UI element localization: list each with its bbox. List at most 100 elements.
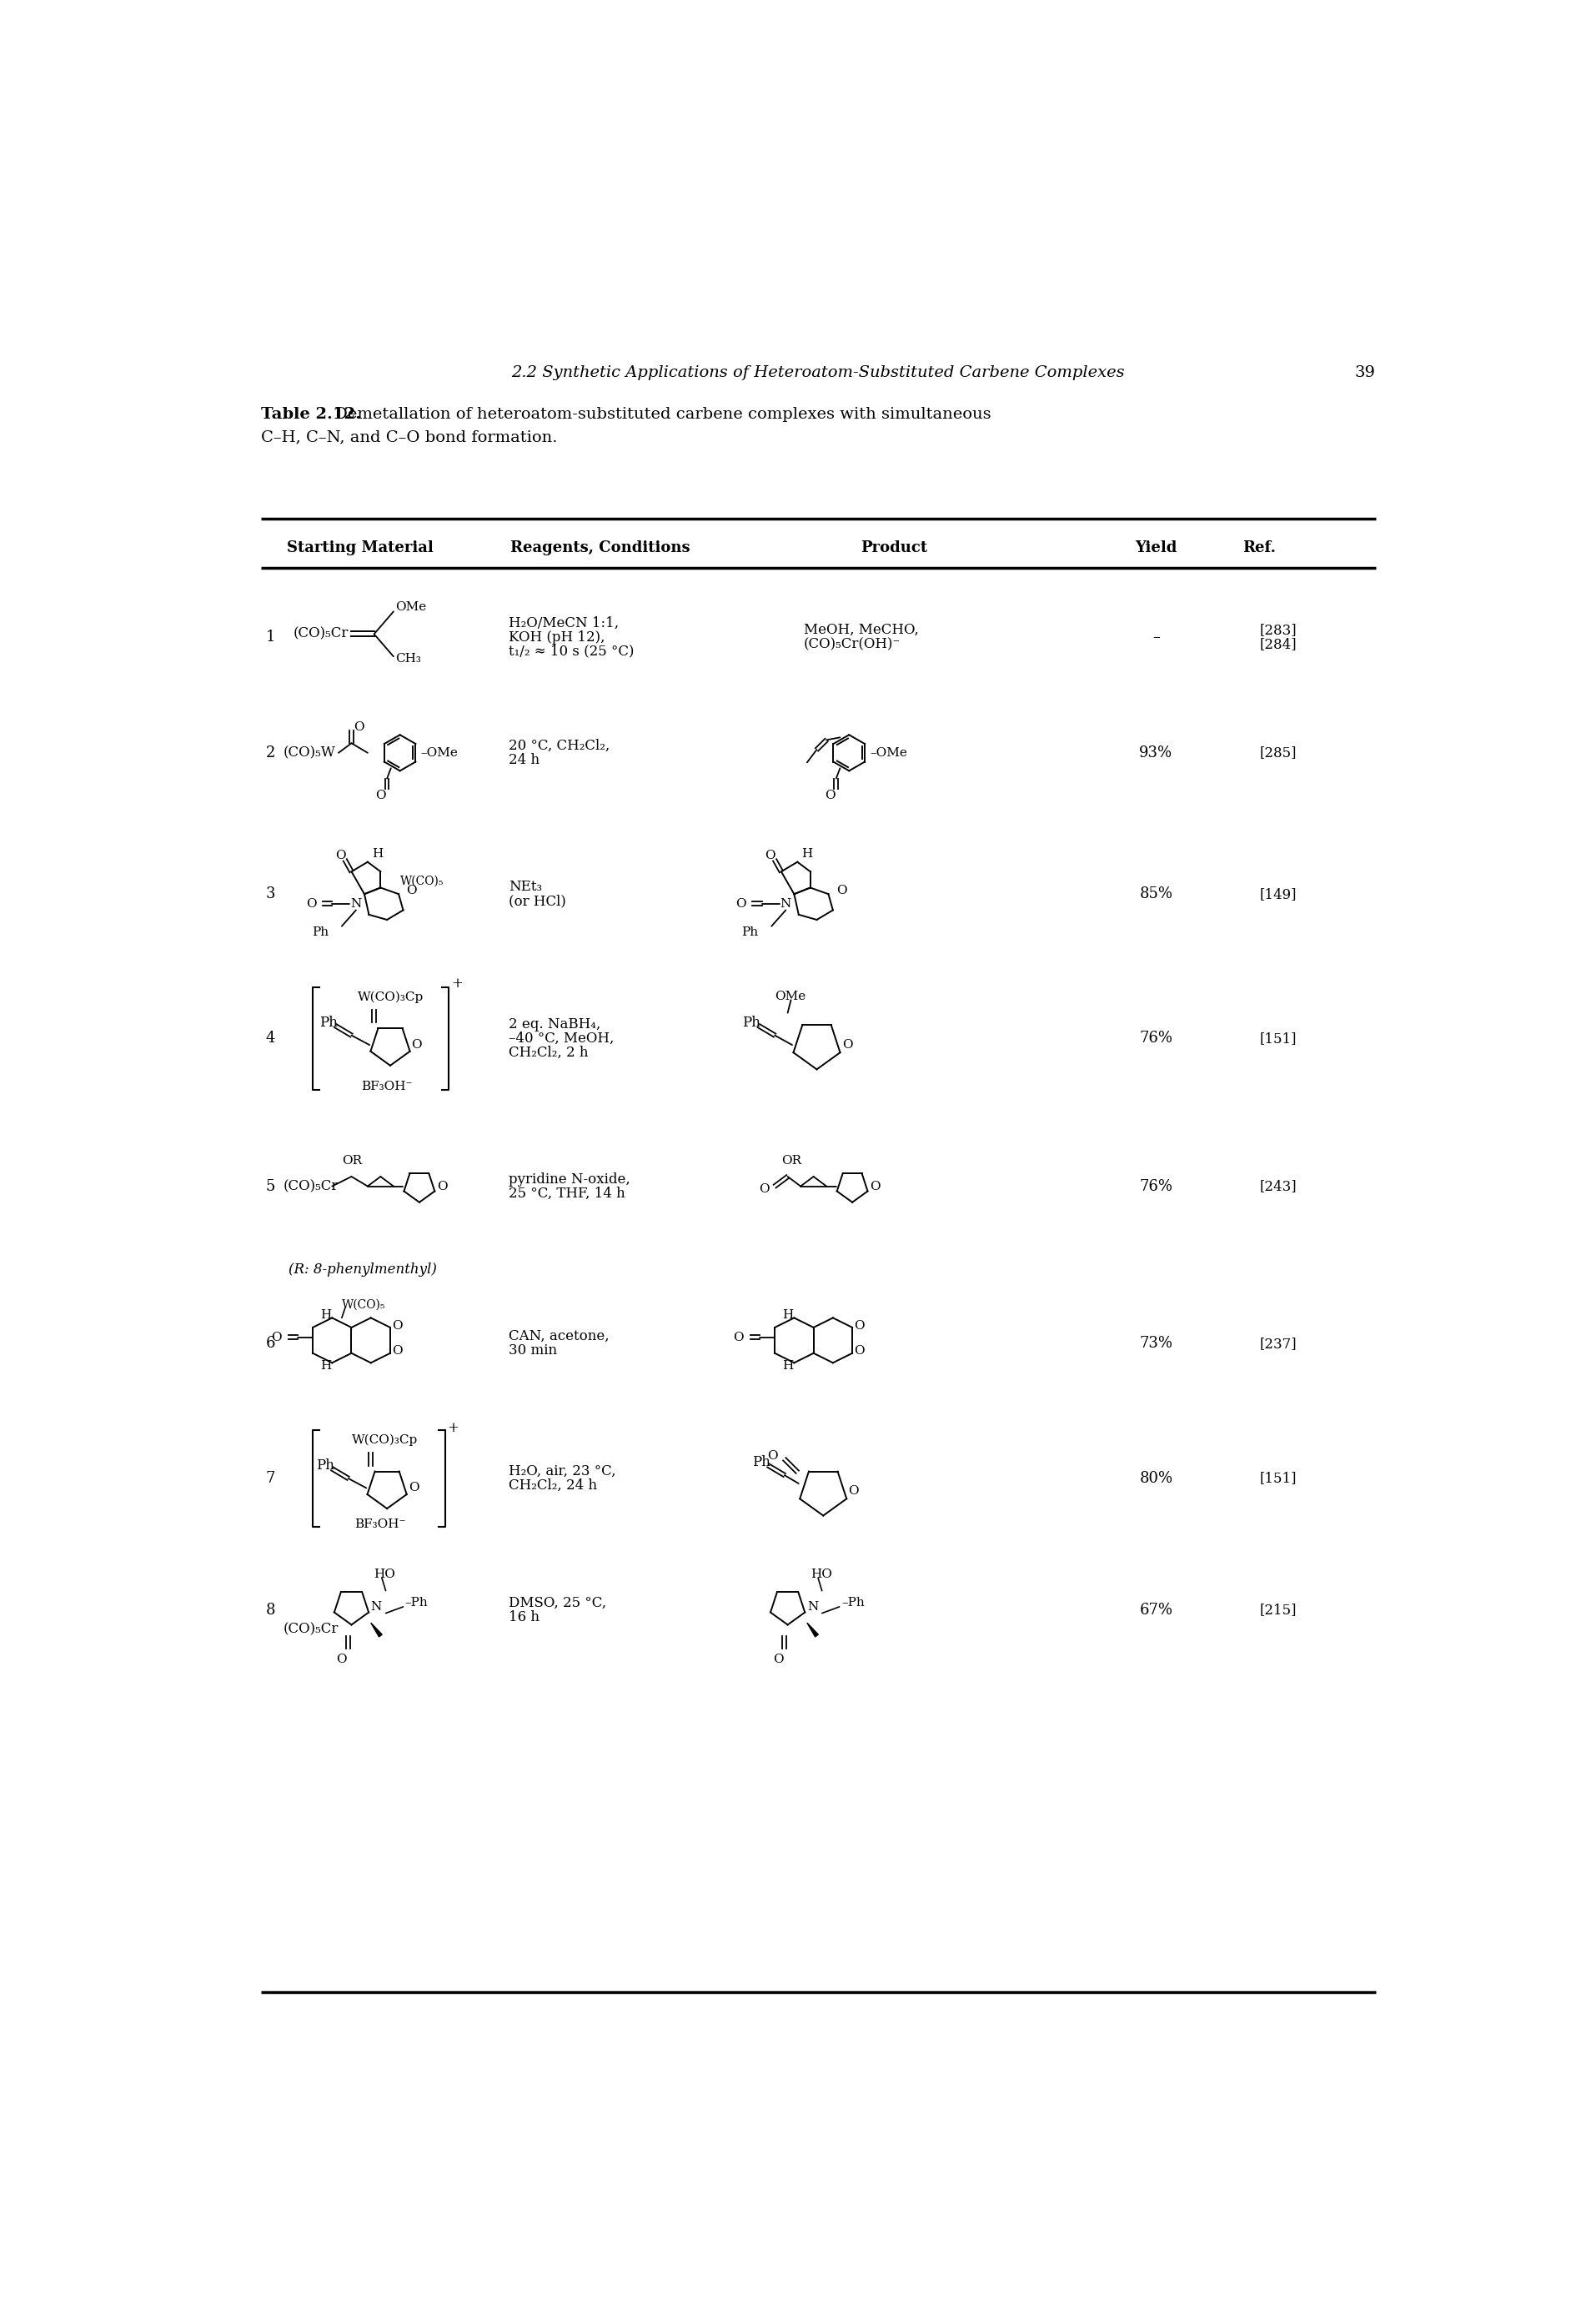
- Text: Demetallation of heteroatom-substituted carbene complexes with simultaneous: Demetallation of heteroatom-substituted …: [329, 407, 991, 421]
- Text: (R: 8-phenylmenthyl): (R: 8-phenylmenthyl): [289, 1263, 437, 1277]
- Text: HO: HO: [809, 1569, 832, 1580]
- Text: W(CO)₅: W(CO)₅: [342, 1298, 385, 1310]
- Text: Table 2.12.: Table 2.12.: [260, 407, 361, 421]
- Text: O: O: [337, 1655, 346, 1666]
- Text: Ph: Ph: [311, 928, 329, 939]
- Text: –40 °C, MeOH,: –40 °C, MeOH,: [508, 1032, 613, 1046]
- Text: H: H: [782, 1361, 793, 1372]
- Text: 20 °C, CH₂Cl₂,: 20 °C, CH₂Cl₂,: [508, 738, 610, 752]
- Text: [149]: [149]: [1259, 886, 1296, 900]
- Text: +: +: [452, 977, 463, 990]
- Text: Ph: Ph: [742, 928, 758, 939]
- Polygon shape: [806, 1622, 817, 1636]
- Text: O: O: [841, 1039, 852, 1051]
- Text: O: O: [306, 898, 316, 909]
- Text: [285]: [285]: [1259, 745, 1296, 759]
- Text: H: H: [319, 1310, 330, 1321]
- Text: 8: 8: [267, 1604, 276, 1617]
- Text: W(CO)₅: W(CO)₅: [399, 875, 444, 886]
- Text: N: N: [806, 1601, 817, 1613]
- Text: O: O: [437, 1180, 447, 1192]
- Text: O: O: [764, 849, 776, 861]
- Text: [283]: [283]: [1259, 622, 1296, 636]
- Text: Ph: Ph: [319, 1016, 337, 1030]
- Text: [284]: [284]: [1259, 636, 1296, 653]
- Text: O: O: [854, 1344, 865, 1356]
- Text: O: O: [772, 1655, 784, 1666]
- Text: CH₂Cl₂, 24 h: CH₂Cl₂, 24 h: [508, 1479, 597, 1493]
- Text: O: O: [393, 1319, 402, 1331]
- Text: HO: HO: [373, 1569, 396, 1580]
- Text: Ref.: Ref.: [1242, 541, 1275, 555]
- Text: CH₃: CH₃: [396, 653, 421, 664]
- Text: NEt₃: NEt₃: [508, 879, 541, 893]
- Text: 76%: 76%: [1140, 1032, 1171, 1046]
- Text: 67%: 67%: [1140, 1604, 1171, 1617]
- Text: H: H: [372, 849, 383, 861]
- Text: O: O: [412, 1039, 421, 1051]
- Text: W(CO)₃Cp: W(CO)₃Cp: [351, 1435, 417, 1446]
- Text: Starting Material: Starting Material: [286, 541, 433, 555]
- Text: H: H: [801, 849, 812, 861]
- Text: O: O: [353, 722, 364, 734]
- Text: Reagents, Conditions: Reagents, Conditions: [511, 541, 689, 555]
- Text: DMSO, 25 °C,: DMSO, 25 °C,: [508, 1597, 606, 1611]
- Text: O: O: [393, 1344, 402, 1356]
- Text: Yield: Yield: [1135, 541, 1176, 555]
- Text: O: O: [271, 1331, 281, 1342]
- Text: C–H, C–N, and C–O bond formation.: C–H, C–N, and C–O bond formation.: [260, 430, 557, 444]
- Text: O: O: [733, 1331, 744, 1342]
- Text: 2 eq. NaBH₄,: 2 eq. NaBH₄,: [508, 1018, 600, 1032]
- Text: (CO)₅W: (CO)₅W: [284, 745, 335, 759]
- Text: (CO)₅Cr: (CO)₅Cr: [284, 1622, 338, 1636]
- Text: (CO)₅Cr: (CO)₅Cr: [284, 1180, 338, 1194]
- Text: (or HCl): (or HCl): [508, 893, 565, 907]
- Text: –OMe: –OMe: [870, 747, 907, 759]
- Text: [151]: [151]: [1259, 1032, 1296, 1046]
- Text: pyridine N-oxide,: pyridine N-oxide,: [508, 1173, 630, 1187]
- Text: O: O: [335, 849, 346, 861]
- Text: Ph: Ph: [742, 1016, 760, 1030]
- Text: O: O: [375, 789, 386, 801]
- Text: OR: OR: [342, 1155, 362, 1166]
- Text: 6: 6: [267, 1335, 276, 1351]
- Text: Ph: Ph: [752, 1456, 769, 1469]
- Text: 7: 7: [267, 1472, 275, 1486]
- Text: (CO)₅Cr(OH)⁻: (CO)₅Cr(OH)⁻: [803, 636, 900, 653]
- Text: N: N: [370, 1601, 381, 1613]
- Text: 2.2 Synthetic Applications of Heteroatom-Substituted Carbene Complexes: 2.2 Synthetic Applications of Heteroatom…: [511, 366, 1124, 379]
- Text: 73%: 73%: [1140, 1335, 1171, 1351]
- Text: OMe: OMe: [774, 990, 806, 1002]
- Text: 4: 4: [267, 1032, 275, 1046]
- Text: 3: 3: [267, 886, 276, 902]
- Text: t₁/₂ ≈ 10 s (25 °C): t₁/₂ ≈ 10 s (25 °C): [508, 643, 634, 659]
- Text: [243]: [243]: [1259, 1180, 1296, 1194]
- Text: N: N: [350, 898, 361, 909]
- Text: O: O: [870, 1180, 879, 1192]
- Text: –Ph: –Ph: [841, 1597, 863, 1608]
- Text: CAN, acetone,: CAN, acetone,: [508, 1328, 608, 1344]
- Text: CH₂Cl₂, 2 h: CH₂Cl₂, 2 h: [508, 1046, 587, 1060]
- Text: Ph: Ph: [316, 1458, 334, 1472]
- Text: O: O: [758, 1182, 769, 1196]
- Text: BF₃OH⁻: BF₃OH⁻: [361, 1081, 412, 1092]
- Text: 39: 39: [1353, 366, 1376, 379]
- Text: OMe: OMe: [396, 602, 426, 613]
- Text: O: O: [736, 898, 745, 909]
- Text: H₂O/MeCN 1:1,: H₂O/MeCN 1:1,: [508, 616, 618, 629]
- Text: +: +: [447, 1421, 458, 1435]
- Text: N: N: [780, 898, 792, 909]
- Text: KOH (pH 12),: KOH (pH 12),: [508, 629, 605, 643]
- Text: [151]: [151]: [1259, 1472, 1296, 1486]
- Text: 1: 1: [267, 629, 276, 646]
- Text: 93%: 93%: [1138, 745, 1171, 761]
- Text: 2: 2: [267, 745, 275, 761]
- Text: –: –: [1152, 629, 1159, 646]
- Text: OR: OR: [780, 1155, 801, 1166]
- Text: O: O: [407, 884, 417, 898]
- Text: 30 min: 30 min: [508, 1344, 557, 1358]
- Text: –OMe: –OMe: [420, 747, 458, 759]
- Text: H: H: [319, 1361, 330, 1372]
- Text: H₂O, air, 23 °C,: H₂O, air, 23 °C,: [508, 1465, 616, 1479]
- Text: MeOH, MeCHO,: MeOH, MeCHO,: [803, 622, 918, 636]
